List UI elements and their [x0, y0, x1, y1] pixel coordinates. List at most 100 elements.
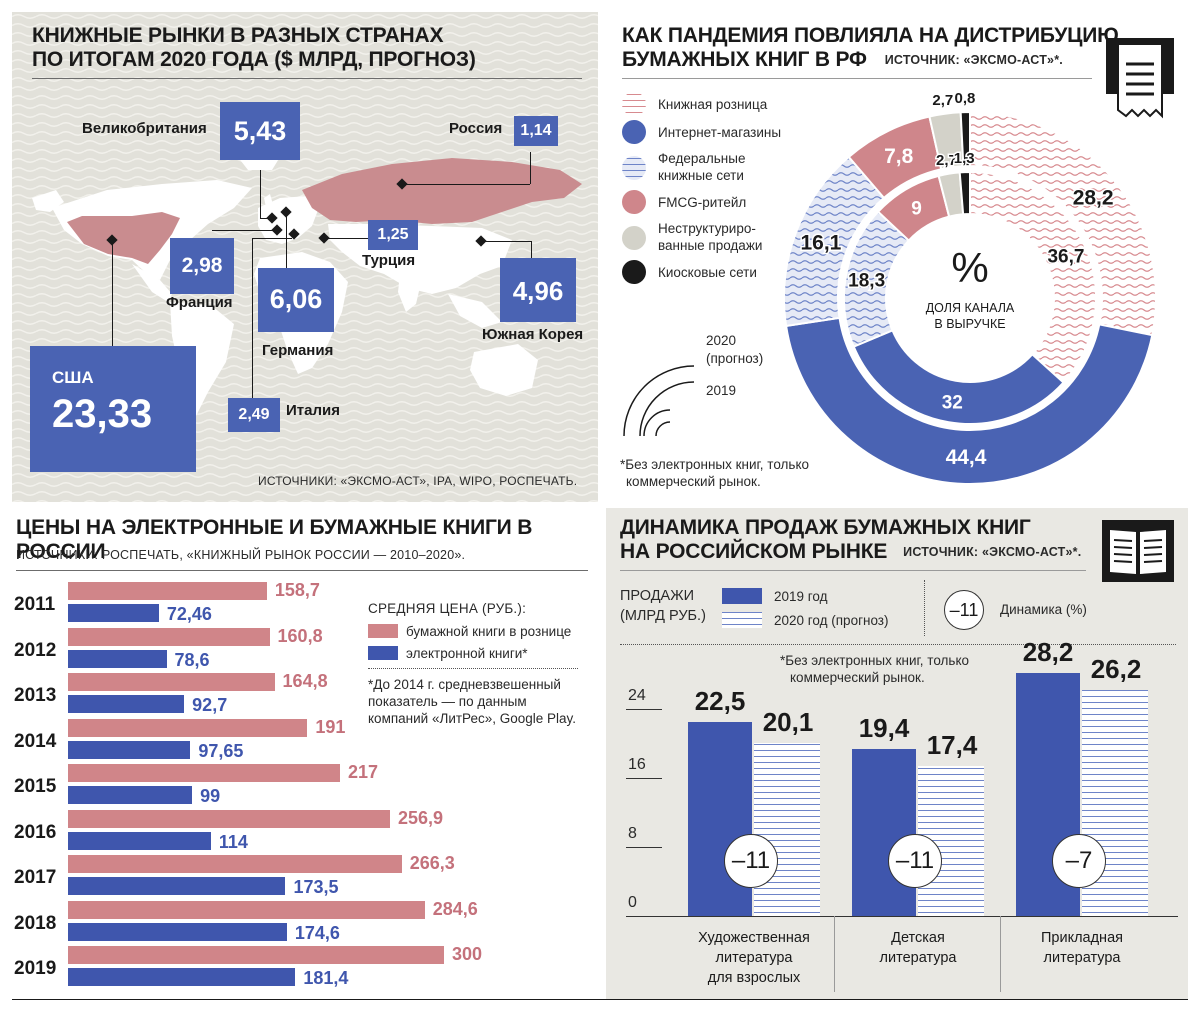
value-2019-2: 28,2	[1022, 636, 1074, 667]
outer-2020-label-0: 28,2	[1073, 186, 1114, 209]
legend-online: Интернет-магазины	[658, 125, 782, 140]
donut-source: ИСТОЧНИК: «ЭКСМО-АСТ»*.	[884, 53, 1063, 67]
turkey-value-book: 1,25	[368, 220, 418, 250]
paper-value-2013: 164,8	[282, 671, 328, 691]
category-label-1-line-0: Детская	[891, 930, 945, 946]
paper-bar-2014	[68, 718, 308, 737]
paper-value-2012: 160,8	[277, 625, 323, 646]
value-2019-1: 19,4	[858, 712, 910, 743]
paper-value-2016: 256,9	[397, 807, 444, 828]
italy-leader-h	[252, 238, 292, 239]
sales-legend-rule	[620, 644, 1176, 645]
ebook-value-2012: 78,6	[174, 649, 210, 670]
inner-2019-label-4: 2,7	[936, 152, 957, 169]
ring-legend-inner: 2019	[706, 383, 737, 398]
uk-land	[264, 194, 274, 212]
ebook-bar-2017	[68, 877, 286, 895]
paper-bar-2016	[68, 809, 390, 828]
paper-bar-2018	[68, 900, 425, 919]
ebook-bar-2015	[68, 786, 193, 804]
italy-label: Италия	[286, 402, 340, 419]
price-year-2019: 2019	[14, 958, 57, 979]
legend-federal-line2: книжные сети	[658, 168, 744, 183]
value-2019-0: 22,5	[694, 685, 746, 716]
paper-bar-2012	[68, 627, 270, 646]
paper-bar-2013	[68, 673, 275, 691]
category-label-2: Прикладная литература	[1002, 928, 1162, 968]
donut-title-line2: БУМАЖНЫХ КНИГ В РФ	[622, 48, 867, 71]
legend-federal: Федеральные книжные сети	[658, 150, 745, 184]
germany-value: 6,06	[269, 284, 323, 314]
ebook-bar-2011	[68, 604, 159, 622]
map-title-line2: ПО ИТОГАМ 2020 ГОДА ($ МЛРД, ПРОГНОЗ)	[32, 48, 476, 71]
dynamic-circle-0: –11	[724, 834, 778, 888]
paper-bar-2017	[68, 855, 402, 873]
paper-bar-2011	[68, 582, 267, 600]
legend-book-retail: Книжная розница	[658, 97, 768, 112]
india-land	[398, 274, 422, 312]
legend-unstructured-line1: Неструктуриро-	[658, 221, 756, 236]
category-divider-1	[834, 916, 835, 992]
sales-legend-label: ПРОДАЖИ (МЛРД РУБ.)	[620, 586, 706, 626]
prices-source: ИСТОЧНИКИ: РОСПЕЧАТЬ, «КНИЖНЫЙ РЫНОК РОС…	[16, 548, 466, 562]
legend-fmcg-icon	[622, 190, 646, 214]
donut-footnote-line2: коммерческий рынок.	[626, 474, 761, 489]
legend-ebook-swatch	[368, 646, 398, 660]
sales-panel: ДИНАМИКА ПРОДАЖ БУМАЖНЫХ КНИГ НА РОССИЙС…	[606, 508, 1188, 1000]
inner-2019-segment-5	[958, 170, 971, 216]
usa-leader	[112, 242, 113, 352]
turkey-label: Турция	[362, 252, 416, 269]
outer-2020-label-4: 2,7	[932, 92, 953, 109]
legend-2019-swatch	[722, 588, 762, 604]
outer-2020-label-1: 44,4	[946, 446, 987, 469]
outer-2020-label-2: 16,1	[800, 232, 841, 255]
ebook-value-2015: 99	[200, 786, 221, 806]
korea-leader-v	[531, 241, 532, 259]
price-year-2018: 2018	[14, 912, 57, 934]
ebook-value-2011: 72,46	[166, 604, 212, 624]
usa-value-book: США 23,33	[30, 346, 196, 472]
sales-title-line1: ДИНАМИКА ПРОДАЖ БУМАЖНЫХ КНИГ	[620, 516, 1031, 539]
bar-2019-1	[852, 748, 916, 916]
legend-fmcg: FMCG-ритейл	[658, 195, 747, 210]
inner-2019-label-1: 32	[942, 392, 963, 413]
x-axis-line	[626, 916, 1178, 917]
legend-kiosk-icon	[622, 260, 646, 284]
price-year-2015: 2015	[14, 776, 57, 797]
sales-title-line2: НА РОССИЙСКОМ РЫНКЕ	[620, 540, 888, 563]
sales-legend-label-line2: (МЛРД РУБ.)	[620, 608, 706, 624]
prices-title: ЦЕНЫ НА ЭЛЕКТРОННЫЕ И БУМАЖНЫЕ КНИГИ В Р…	[16, 516, 533, 563]
donut-title: КАК ПАНДЕМИЯ ПОВЛИЯЛА НА ДИСТРИБУЦИЮ БУМ…	[622, 24, 1119, 74]
uk-value: 5,43	[233, 116, 287, 146]
map-source: ИСТОЧНИКИ: «ЭКСМО-АСТ», IPA, WIPO, РОСПЕ…	[258, 474, 578, 488]
dynamic-circle-1: –11	[888, 834, 942, 888]
category-label-0-line-2: для взрослых	[707, 970, 801, 986]
paper-value-2011: 158,7	[274, 580, 320, 600]
gridline-16	[626, 778, 662, 780]
legend-book-retail-icon	[622, 92, 646, 116]
receipt-icon	[1106, 38, 1174, 119]
legend-federal-line1: Федеральные	[658, 151, 746, 166]
ebook-bar-2016	[68, 831, 211, 850]
value-2020-2: 26,2	[1090, 654, 1142, 685]
alaska-land	[32, 190, 64, 212]
legend-unstructured: Неструктуриро-ванные продажи	[658, 220, 762, 254]
ebook-value-2014: 97,65	[198, 740, 244, 761]
prices-legend-divider	[368, 668, 578, 669]
category-label-0: Художественная литература для взрослых	[674, 928, 834, 988]
outer-2020-label-5: 0,8	[954, 90, 975, 107]
legend-unstructured-icon	[622, 226, 646, 250]
inner-2019-label-0: 36,7	[1047, 246, 1084, 267]
value-2020-0: 20,1	[762, 706, 814, 737]
price-year-2014: 2014	[14, 730, 57, 752]
paper-bar-2015	[68, 764, 340, 782]
russia-leader-v	[530, 152, 531, 184]
category-label-1-line-1: литература	[879, 950, 957, 966]
price-year-2013: 2013	[14, 685, 57, 706]
book-markets-map-panel: КНИЖНЫЕ РЫНКИ В РАЗНЫХ СТРАНАХ ПО ИТОГАМ…	[12, 12, 598, 502]
price-year-2017: 2017	[14, 867, 57, 888]
ring-legend-outer: 2020	[706, 333, 737, 348]
paper-value-2015: 217	[347, 762, 379, 782]
paper-value-2019: 300	[452, 944, 483, 964]
